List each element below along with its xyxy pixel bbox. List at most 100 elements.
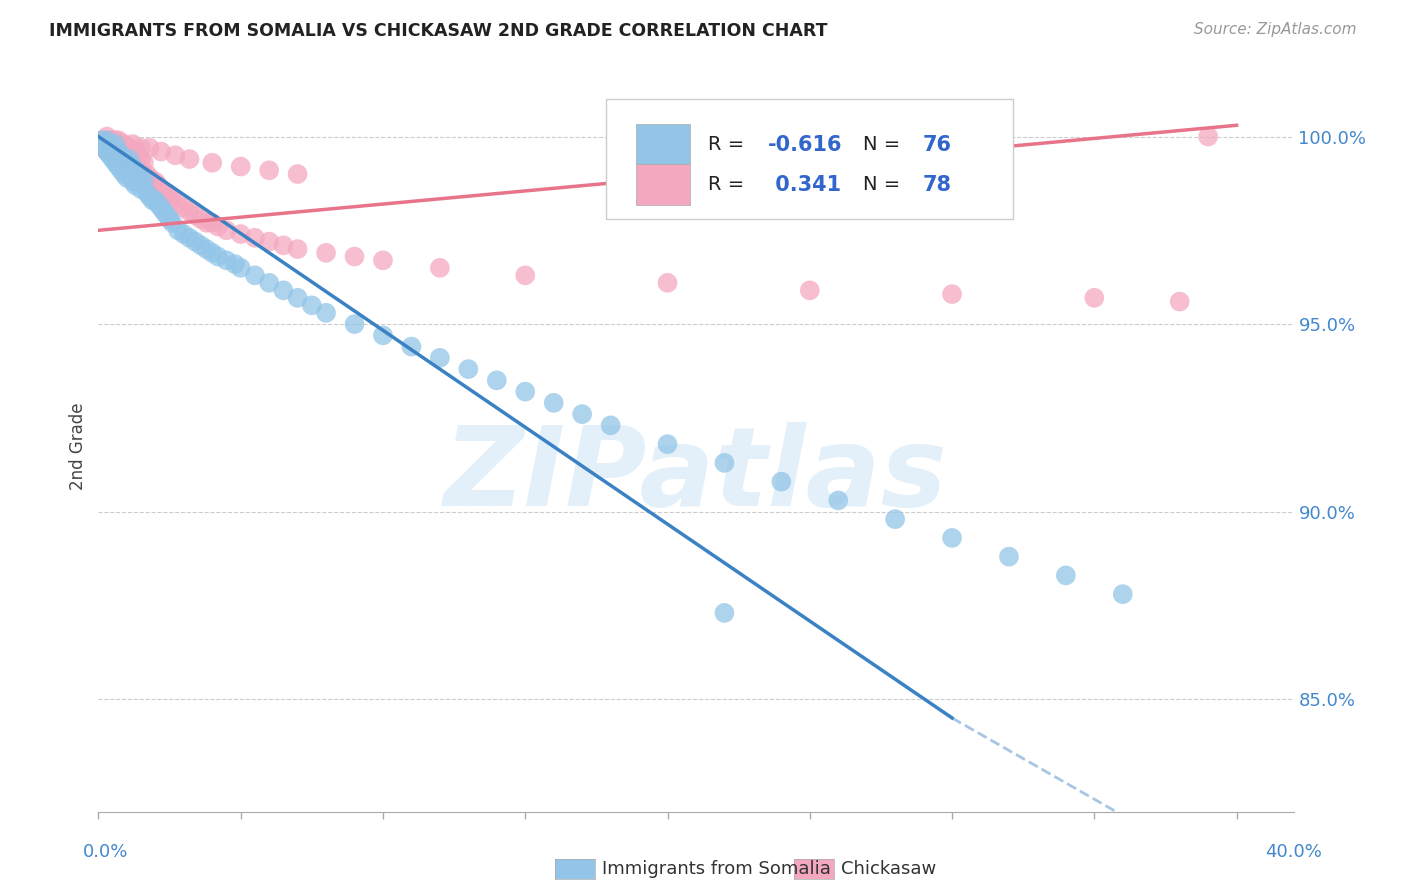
Point [112,136,135,151]
Point [143,175,166,189]
Point [401,340,423,354]
Point [124,160,146,174]
Point [101,136,124,151]
Point [543,396,565,410]
Point [884,512,907,526]
Point [148,197,170,211]
Point [599,418,621,433]
Point [101,133,124,147]
Point [229,227,252,241]
Text: IMMIGRANTS FROM SOMALIA VS CHICKASAW 2ND GRADE CORRELATION CHART: IMMIGRANTS FROM SOMALIA VS CHICKASAW 2ND… [49,22,828,40]
Point [457,362,479,376]
Point [184,235,207,249]
Point [124,163,146,178]
Point [98,148,121,162]
Point [179,204,201,219]
FancyBboxPatch shape [606,99,1012,219]
Point [135,167,157,181]
Point [799,283,821,297]
Point [287,167,309,181]
Point [121,160,143,174]
Point [941,287,963,301]
FancyBboxPatch shape [636,124,690,164]
Point [112,152,135,166]
Point [107,145,129,159]
Point [162,216,184,230]
Point [159,189,181,203]
Point [110,148,132,162]
Text: -0.616: -0.616 [768,135,842,154]
Point [132,156,155,170]
Point [713,456,735,470]
Point [115,170,138,185]
Text: 40.0%: 40.0% [1265,843,1322,861]
Text: R =: R = [709,136,751,154]
Point [273,283,295,297]
Point [118,152,141,166]
Point [257,163,280,178]
Point [224,257,246,271]
Point [243,231,266,245]
Text: ZIPatlas: ZIPatlas [444,422,948,529]
Point [657,276,679,290]
Point [167,223,190,237]
Point [179,231,201,245]
Text: 76: 76 [922,135,952,154]
Point [93,136,115,151]
Point [141,175,163,189]
Point [129,182,152,196]
Point [153,204,176,219]
Point [156,208,179,222]
Point [104,133,127,147]
Point [104,141,127,155]
Point [215,253,238,268]
Point [121,175,143,189]
Point [96,129,118,144]
Point [159,212,181,227]
Point [98,141,121,155]
Point [138,141,160,155]
Point [315,245,337,260]
Point [96,145,118,159]
Point [107,145,129,159]
Text: 0.341: 0.341 [768,175,841,194]
Point [101,145,124,159]
Point [96,136,118,151]
Point [90,133,112,147]
Point [1168,294,1191,309]
Point [998,549,1021,564]
Point [165,148,187,162]
Point [118,167,141,181]
Point [201,216,224,230]
Point [190,238,212,252]
Point [129,163,152,178]
Point [713,606,735,620]
Point [273,238,295,252]
Text: N =: N = [863,136,907,154]
Point [96,133,118,147]
Point [110,148,132,162]
Point [153,186,176,200]
Point [104,156,127,170]
Point [515,384,537,399]
Point [118,152,141,166]
Point [107,133,129,147]
Point [121,145,143,159]
Point [371,253,394,268]
Point [184,208,207,222]
Point [195,242,218,256]
Y-axis label: 2nd Grade: 2nd Grade [69,402,87,490]
Point [129,170,152,185]
Point [287,291,309,305]
Point [104,136,127,151]
Text: Immigrants from Somalia: Immigrants from Somalia [602,860,831,878]
Point [485,373,508,387]
Point [143,194,166,208]
Point [941,531,963,545]
Point [173,201,195,215]
Point [1197,129,1219,144]
Point [201,245,224,260]
Point [257,276,280,290]
Point [115,141,138,155]
Point [150,145,173,159]
